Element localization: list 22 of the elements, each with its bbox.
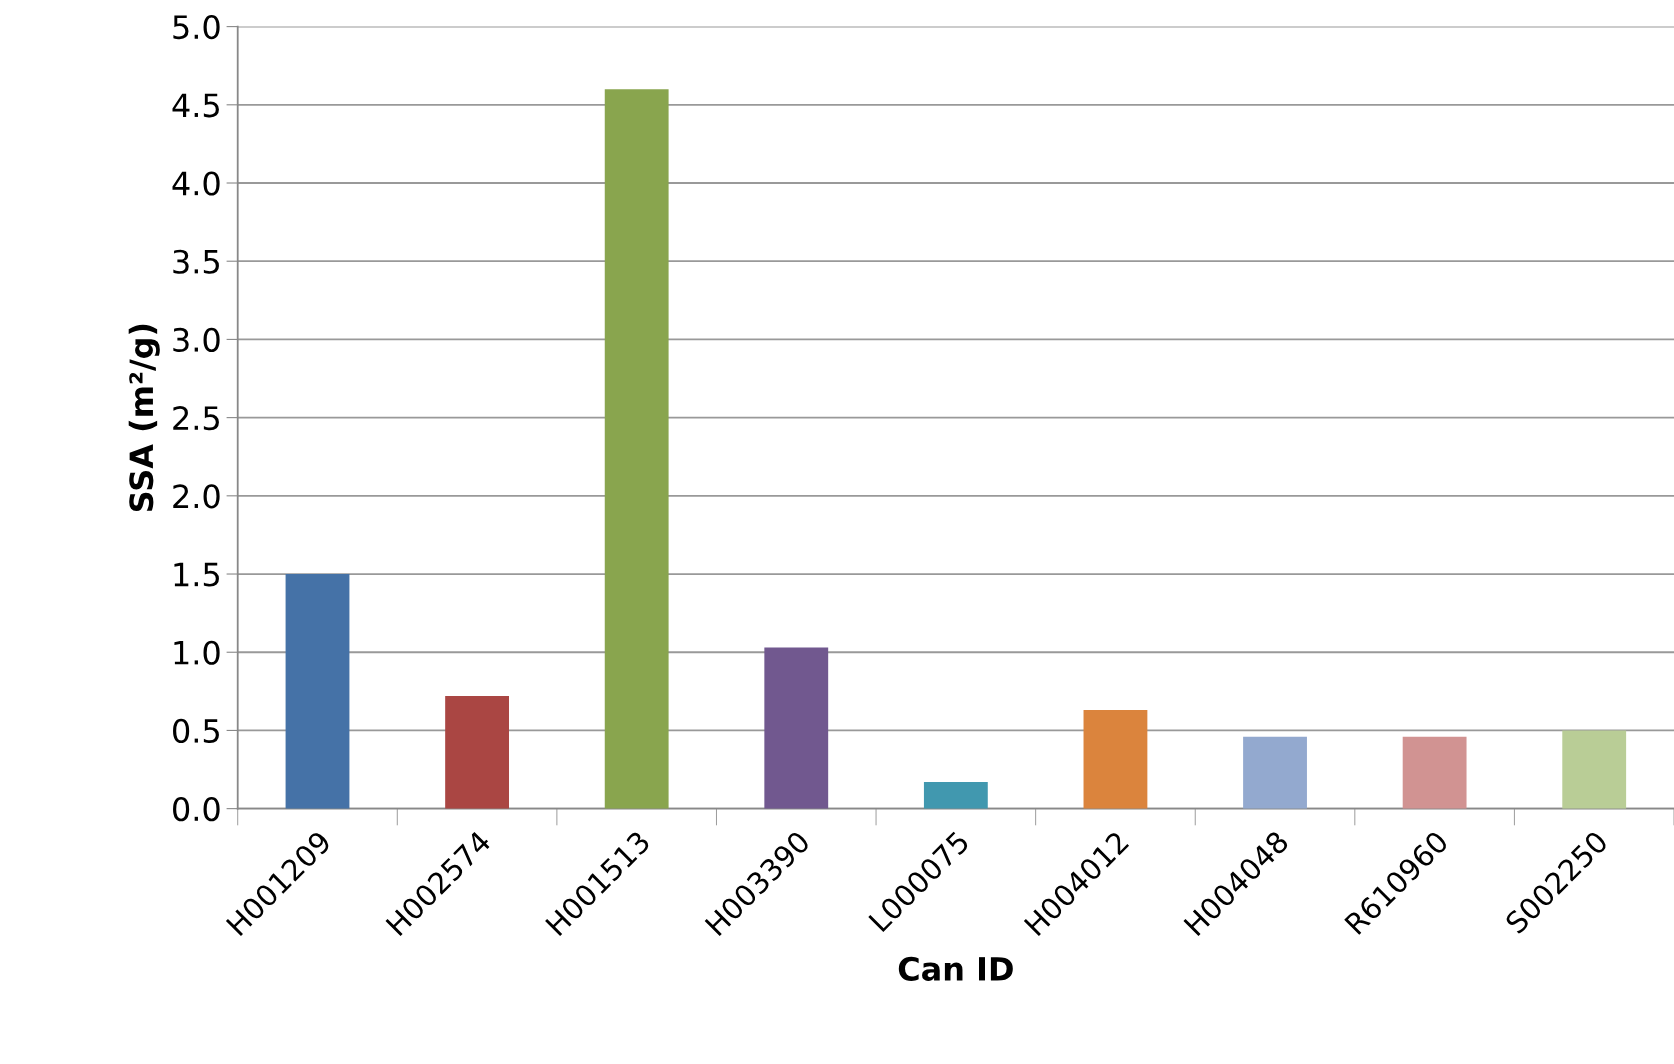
bar [764, 647, 829, 809]
y-tick-label: 1.5 [174, 562, 219, 587]
y-tick-label: 2.5 [173, 406, 219, 431]
y-tick-label: 2.0 [173, 484, 220, 509]
bar [1083, 710, 1148, 809]
y-tick-label: 1.0 [174, 640, 220, 665]
y-tick-label: 3.5 [173, 249, 219, 274]
bar [445, 696, 510, 809]
bar [285, 574, 350, 809]
y-tick-label: 4.0 [172, 171, 220, 196]
y-tick-label: 4.5 [172, 93, 219, 118]
bar [923, 782, 988, 809]
bar [1402, 736, 1467, 809]
bar [604, 89, 669, 809]
x-axis-title: Can ID [898, 956, 1013, 981]
bar [1562, 730, 1627, 809]
y-tick-label: 5.0 [173, 15, 220, 40]
y-tick-label: 3.0 [173, 327, 220, 353]
bar [1243, 736, 1307, 809]
y-axis-title: SSA (m²/g) [128, 324, 160, 512]
y-tick-label: 0.5 [173, 718, 219, 744]
y-tick-label: 0.0 [173, 797, 220, 822]
